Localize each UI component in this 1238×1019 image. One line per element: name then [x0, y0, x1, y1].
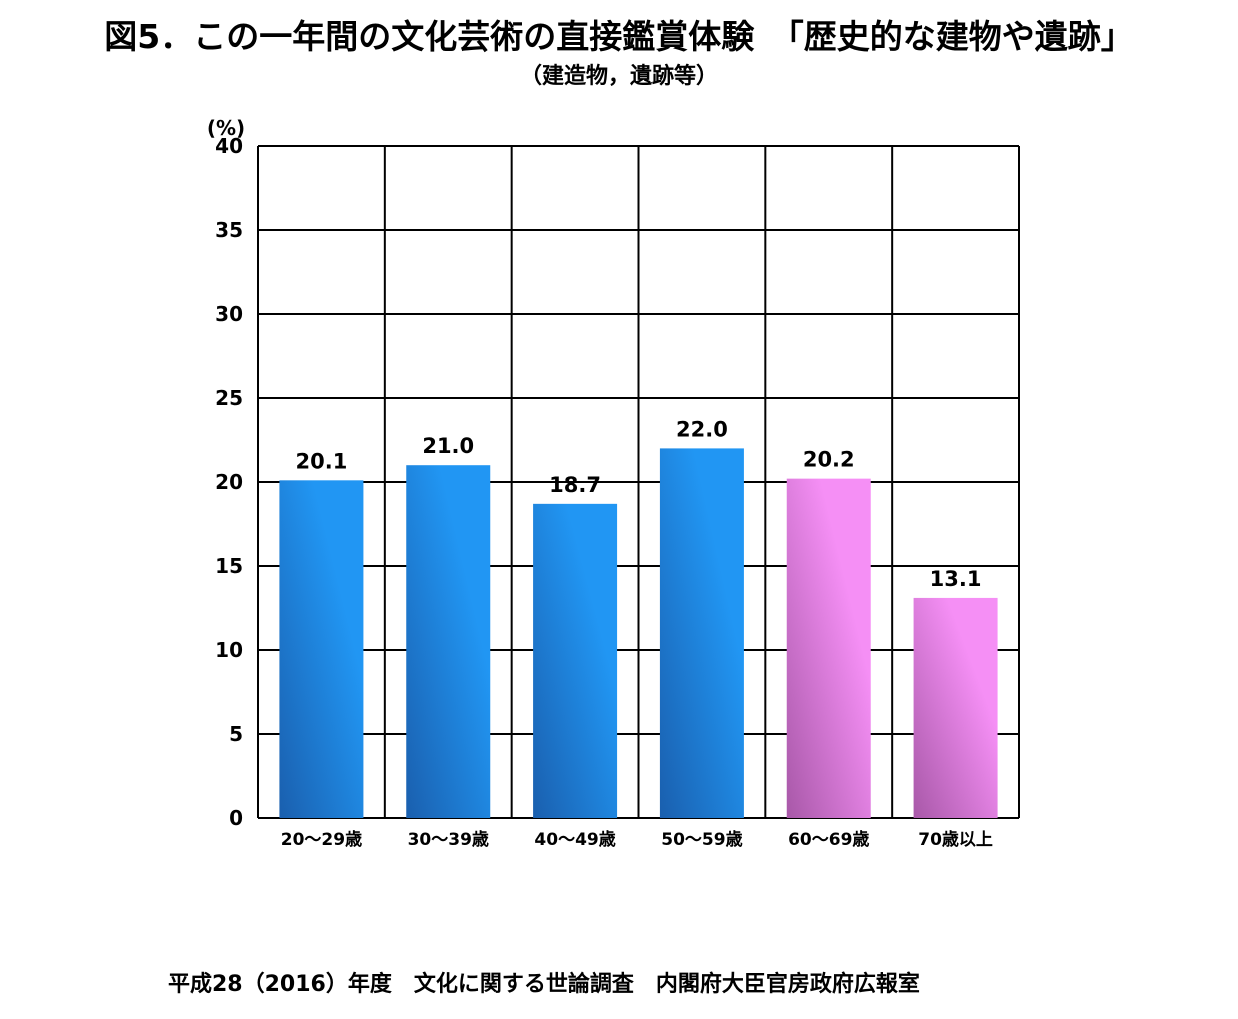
y-tick-label: 30	[215, 302, 243, 326]
bar	[533, 503, 618, 818]
data-label: 18.7	[549, 473, 601, 497]
y-tick-label: 35	[215, 218, 243, 242]
labels: 0 5 10 15 20 25 30 35 40(%) 20.1 20～29歳 21.0 30～39歳 1…	[207, 116, 993, 850]
y-tick-label: 15	[215, 554, 243, 578]
bars	[279, 448, 998, 818]
y-tick-label: 25	[215, 386, 243, 410]
grid	[257, 145, 1020, 819]
data-label: 22.0	[676, 417, 728, 441]
y-tick-label: 20	[215, 470, 243, 494]
y-tick-label: 40	[215, 134, 243, 158]
y-axis-unit: (%)	[207, 116, 245, 140]
y-tick-label: 10	[215, 638, 243, 662]
x-tick-label: 30～39歳	[408, 829, 489, 850]
data-label: 21.0	[422, 434, 474, 458]
bar	[406, 465, 491, 818]
data-label: 13.1	[930, 567, 982, 591]
chart-subtitle: （建造物，遺跡等）	[519, 64, 718, 89]
bar	[659, 448, 744, 818]
y-tick-label: 0	[229, 806, 243, 830]
data-label: 20.1	[296, 449, 348, 473]
bar	[913, 597, 998, 818]
x-tick-label: 40～49歳	[534, 829, 615, 850]
chart-title: 図5．この一年間の文化芸術の直接鑑賞体験 「歴史的な建物や遺跡」	[104, 17, 1134, 56]
data-label: 20.2	[803, 448, 855, 472]
y-tick-label: 5	[229, 722, 243, 746]
x-tick-label: 50～59歳	[661, 829, 742, 850]
bar	[786, 478, 871, 818]
x-tick-label: 20～29歳	[281, 829, 362, 850]
source-note: 平成28（2016）年度 文化に関する世論調査 内閣府大臣官房政府広報室	[168, 972, 920, 997]
x-tick-label: 70歳以上	[918, 829, 993, 850]
x-tick-label: 60～69歳	[788, 829, 869, 850]
bar	[279, 480, 364, 818]
